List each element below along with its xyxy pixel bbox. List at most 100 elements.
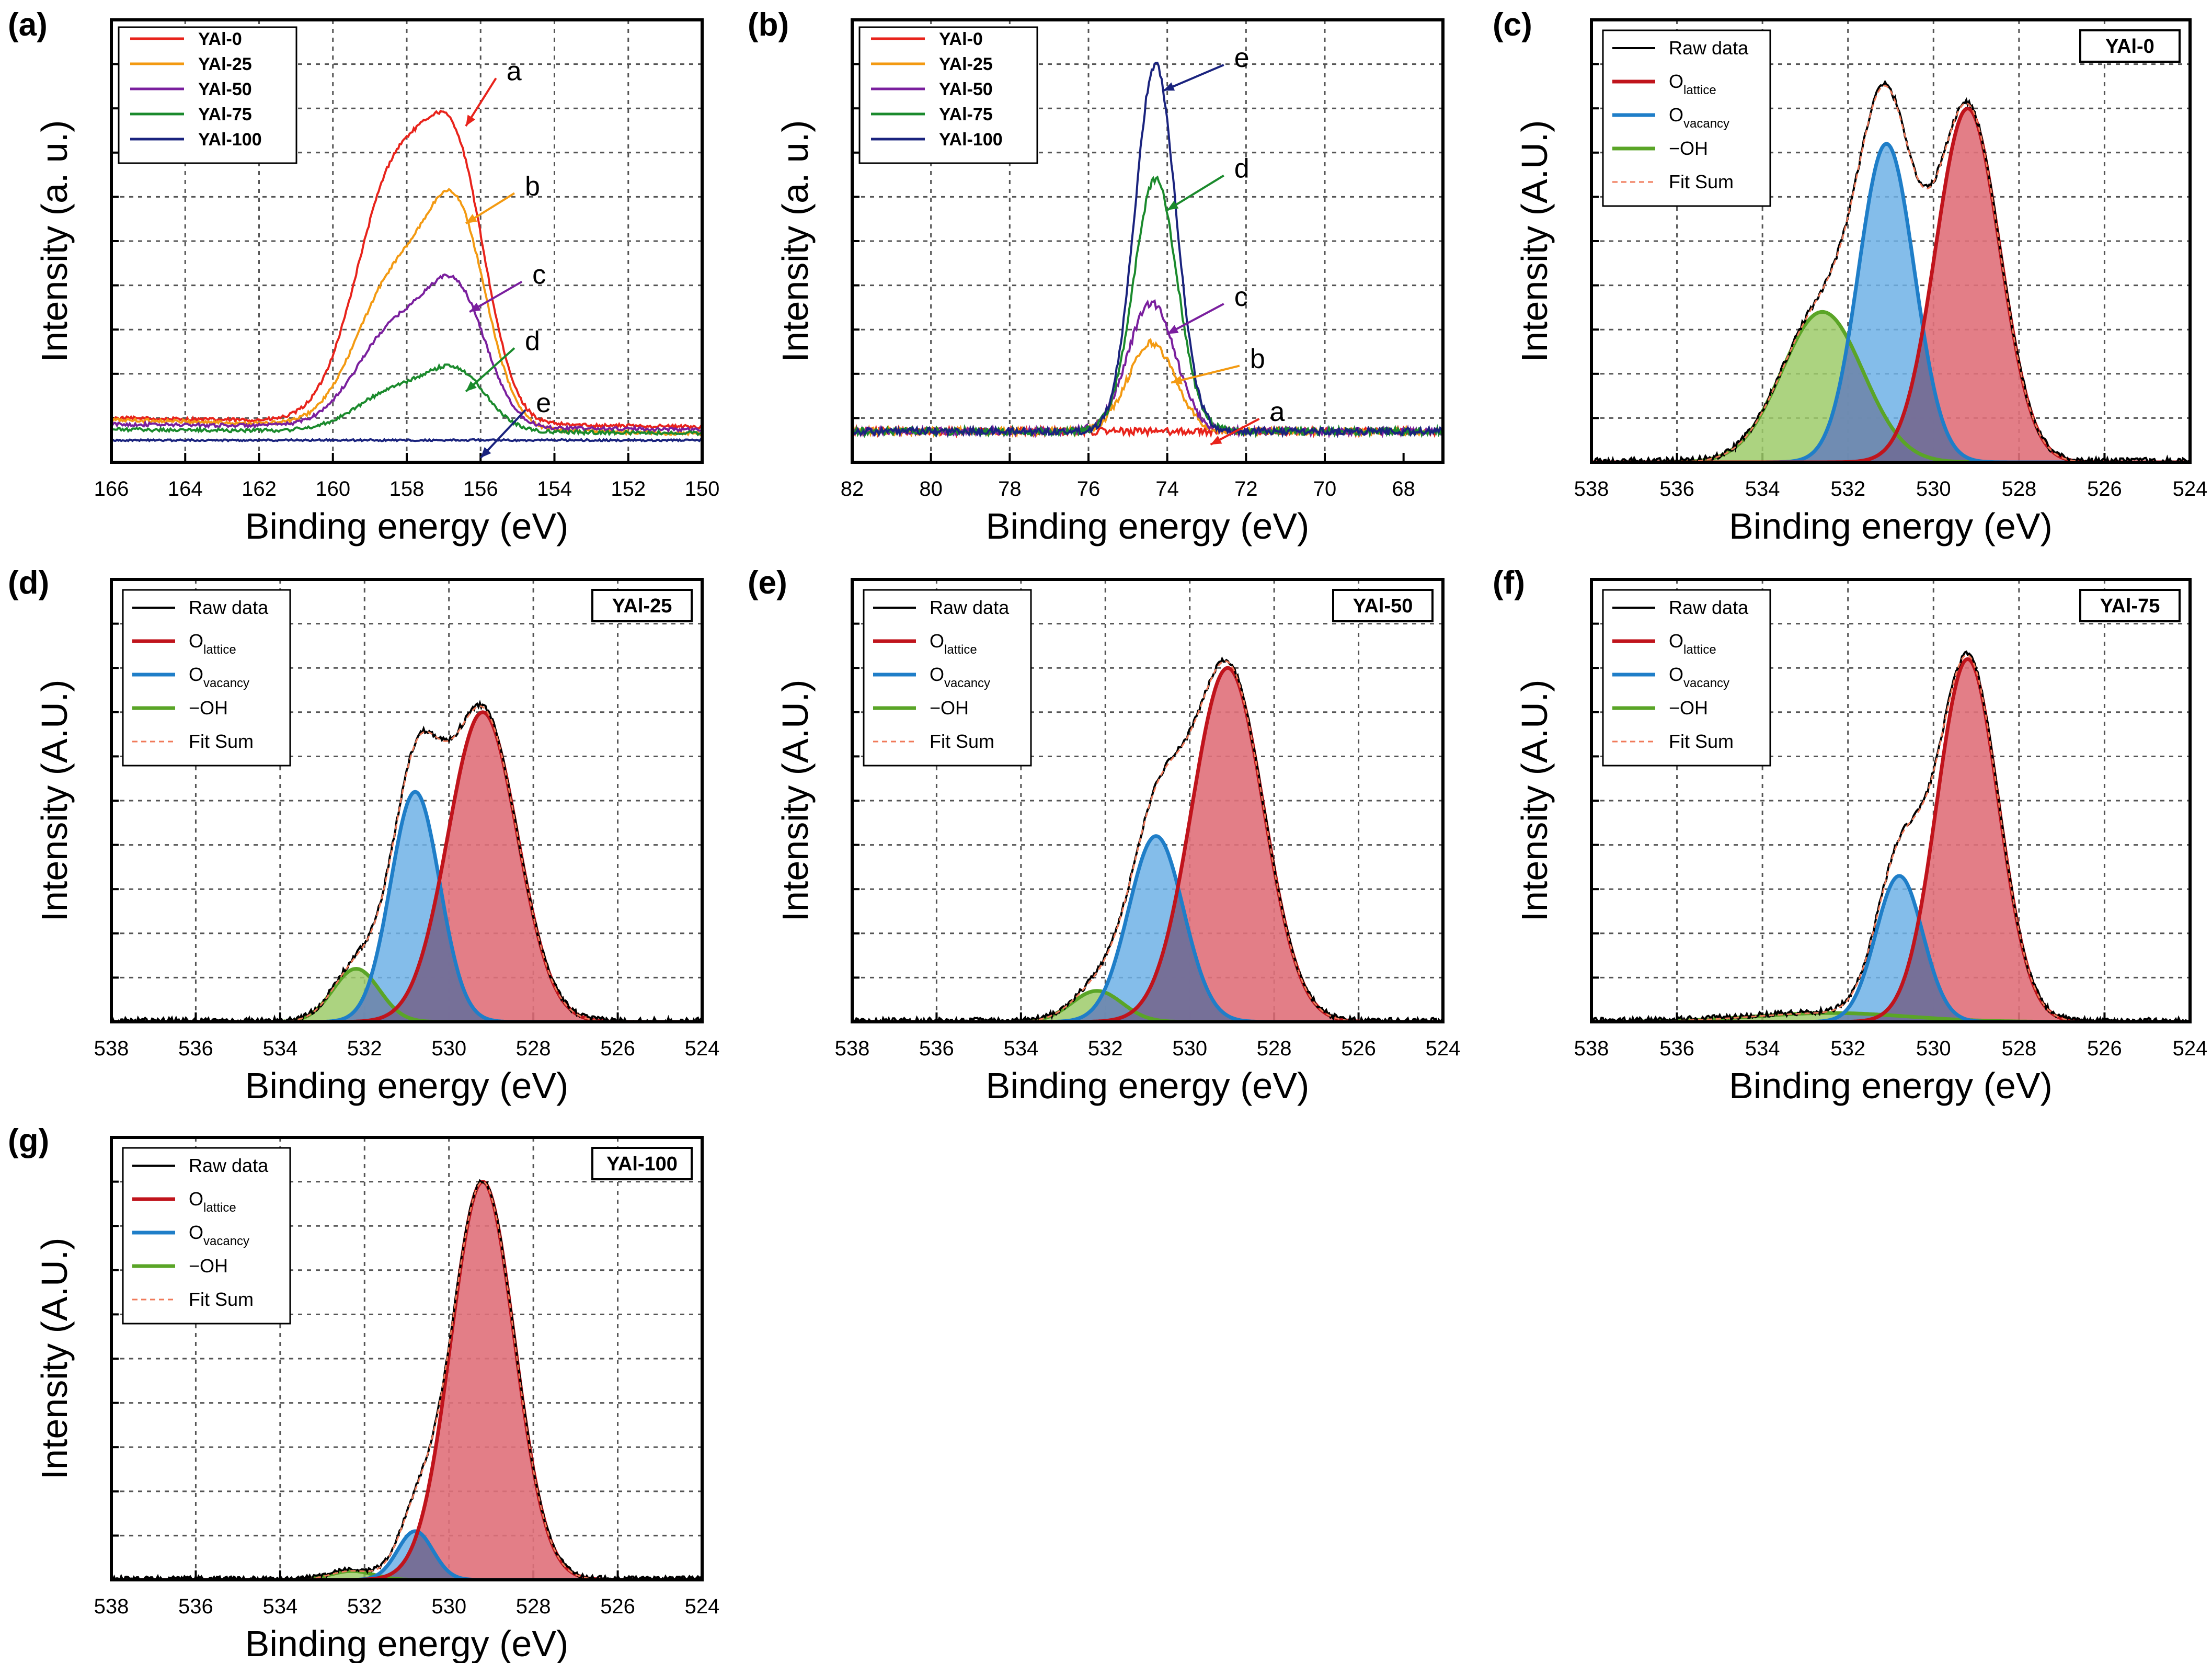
x-tick-label: 530 [1172, 1037, 1207, 1060]
series-line-yal-100 [111, 438, 702, 443]
legend-label: YAl-50 [198, 79, 252, 99]
axes-frame [1590, 578, 2192, 1023]
fit-sum-curve [852, 660, 1443, 1022]
y-axis-label: Intensity (A.U.) [34, 1238, 75, 1480]
panel-e: (e) 538 536 534 532 530 528 526 524 Binding energ… [748, 565, 1460, 1106]
panel-a: (a) 166 164 162 160 158 156 154 152 150 Binding en… [8, 7, 719, 546]
x-axis-label: Binding energy (eV) [986, 506, 1310, 546]
legend-box [1602, 589, 1771, 767]
x-tick-label: 534 [262, 1037, 297, 1060]
y-axis-label: Intensity (A.U.) [34, 680, 75, 922]
x-tick-label: 526 [600, 1037, 635, 1060]
panel-label: (f) [1493, 565, 1525, 601]
raw-data-curve [111, 699, 702, 1022]
oh-curve [852, 989, 1443, 1022]
legend-box [118, 26, 297, 164]
x-tick-label: 534 [262, 1595, 297, 1618]
legend: YAl-0 YAl-25 YAl-50 YAl-75 YAl-100 [118, 26, 297, 164]
vacancy-curve [1591, 142, 2190, 462]
annotation-arrowhead [1167, 200, 1179, 210]
legend-box [863, 589, 1032, 767]
x-tick-label: 526 [2087, 477, 2122, 500]
legend-label: YAl-25 [939, 54, 993, 74]
annotation-arrowhead [466, 214, 477, 224]
annotation-label: c [532, 260, 546, 290]
legend-box [122, 1147, 291, 1325]
vacancy-curve [852, 834, 1443, 1022]
x-tick-label: 526 [600, 1595, 635, 1618]
x-tick-label: 162 [242, 477, 277, 500]
y-axis-label: Intensity (A.U.) [1514, 120, 1555, 362]
legend-label: YAl-100 [939, 130, 1003, 150]
panel-d: (d) 538 536 534 532 530 528 526 524 Binding energ… [8, 565, 719, 1106]
legend: Raw data Olattice Ovacancy −OH Fit Sum [122, 1147, 291, 1325]
legend-box [1602, 29, 1771, 207]
annotation-arrowhead [466, 115, 476, 127]
legend-label: YAl-75 [939, 105, 993, 124]
x-tick-label: 534 [1003, 1037, 1038, 1060]
sample-tag-label: YAl-100 [606, 1153, 678, 1175]
panel-f: (f) 538 536 534 532 530 528 526 524 Binding energ… [1493, 565, 2207, 1106]
vacancy-curve [111, 1529, 702, 1580]
y-axis-label: Intensity (a. u.) [34, 120, 75, 362]
sample-tag-label: YAl-25 [612, 595, 672, 617]
annotation-label: e [536, 388, 551, 418]
x-tick-label: 530 [1916, 477, 1951, 500]
annotation-label: e [1234, 43, 1250, 73]
sample-tag: YAl-0 [2079, 29, 2181, 63]
legend-label: −OH [930, 697, 969, 719]
annotation-arrowhead [480, 447, 491, 458]
panel-label: (g) [8, 1123, 49, 1159]
legend: Raw data Olattice Ovacancy −OH Fit Sum [863, 589, 1032, 767]
overlap-fill [111, 1532, 702, 1580]
legend-label: Ovacancy [1669, 664, 1729, 690]
x-tick-label: 524 [685, 1595, 720, 1618]
x-tick-label: 536 [178, 1037, 213, 1060]
legend-label: Raw data [930, 597, 1010, 618]
legend-label: −OH [1669, 138, 1708, 159]
annotation-label: b [525, 171, 540, 201]
sample-tag-box [1332, 589, 1434, 622]
annotation-label: d [525, 326, 540, 357]
y-axis-label: Intensity (a. u.) [775, 120, 816, 362]
x-tick-label: 536 [919, 1037, 954, 1060]
annotation-label: b [1250, 344, 1265, 374]
annotation-label: a [507, 56, 522, 87]
x-tick-label: 524 [1426, 1037, 1461, 1060]
annotation-arrow [465, 347, 515, 393]
x-tick-label: 528 [1257, 1037, 1292, 1060]
vacancy-curve [1591, 874, 2190, 1022]
legend-label: −OH [189, 1255, 228, 1277]
x-tick-label: 524 [2173, 477, 2208, 500]
x-tick-label: 538 [94, 1595, 129, 1618]
legend-box [122, 589, 291, 767]
x-tick-label: 78 [998, 477, 1022, 500]
axes-frame [851, 18, 1445, 464]
annotation-arrow [1163, 64, 1224, 92]
sample-tag-box [2079, 589, 2181, 622]
x-axis-label: Binding energy (eV) [986, 1065, 1310, 1106]
plot-area [852, 62, 1443, 439]
annotation-arrow [479, 409, 526, 459]
overlap-fill [1591, 1013, 2190, 1022]
annotation-label: d [1234, 154, 1250, 184]
legend-label: Olattice [1669, 630, 1716, 657]
legend-label: Fit Sum [930, 731, 994, 752]
x-tick-label: 538 [835, 1037, 870, 1060]
annotation-arrowhead [1163, 82, 1175, 91]
panel-label: (d) [8, 565, 49, 601]
x-tick-label: 76 [1077, 477, 1101, 500]
series-line-yal-50 [852, 299, 1443, 439]
sample-tag-label: YAl-75 [2100, 595, 2160, 617]
legend-label: YAl-50 [939, 79, 993, 99]
annotation-label: c [1234, 282, 1248, 312]
legend-label: Raw data [189, 1155, 269, 1176]
x-tick-label: 150 [685, 477, 720, 500]
x-axis-label: Binding energy (eV) [245, 1623, 569, 1663]
x-tick-label: 528 [2001, 1037, 2036, 1060]
legend-label: Raw data [1669, 37, 1749, 59]
axes-frame [851, 578, 1445, 1023]
x-tick-label: 154 [537, 477, 572, 500]
x-tick-label: 524 [685, 1037, 720, 1060]
legend-label: Ovacancy [1669, 104, 1729, 131]
